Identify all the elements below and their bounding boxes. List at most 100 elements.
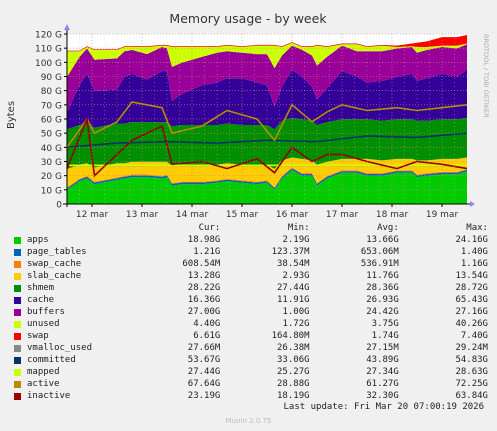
- legend-swatch: [14, 380, 21, 388]
- y-axis-label: Bytes: [6, 101, 17, 129]
- x-axis-ticks: 12 mar 13 mar 14 mar 15 mar 16 mar 17 mar 18 m…: [76, 201, 475, 220]
- legend-swatch: [14, 284, 21, 292]
- legend-name: buffers: [27, 307, 65, 317]
- y-tick-label: 80 G: [41, 87, 62, 97]
- legend-name: page_tables: [27, 247, 87, 257]
- x-tick-label: 15 mar: [226, 210, 259, 220]
- legend-min: 38.54M: [277, 259, 310, 269]
- y-tick-label: 70 G: [41, 101, 62, 111]
- legend-header-min: Min:: [287, 223, 310, 233]
- legend-cur: 27.66M: [187, 343, 221, 353]
- legend-max: 63.84G: [455, 391, 488, 401]
- y-axis-ticks: 0 10 G 20 G 30 G 40 G 50 G 60 G 70 G 80 G 90 G 100…: [35, 24, 70, 211]
- legend-name: slab_cache: [27, 271, 82, 281]
- legend-row-slab_cache: slab_cache 13.28G 2.93G 11.76G 13.54G: [14, 270, 488, 282]
- chart-title: Memory usage - by week: [169, 11, 327, 26]
- line-committed: [66, 132, 468, 149]
- legend-table: Cur: Min: Avg: Max: apps 18.98G 2.19G 13.66…: [14, 222, 488, 402]
- legend-swatch: [14, 260, 21, 268]
- legend-cur: 13.28G: [187, 271, 221, 281]
- legend-max: 1.40G: [460, 247, 488, 257]
- legend-swatch: [14, 344, 21, 352]
- legend-name: unused: [27, 319, 60, 329]
- legend-avg: 43.89G: [366, 355, 399, 365]
- munin-version-text: Munin 2.0.75: [225, 417, 272, 425]
- y-tick-label: 60 G: [41, 116, 62, 126]
- legend-min: 2.19G: [282, 235, 310, 245]
- legend-name: shmem: [27, 283, 55, 293]
- legend-name: swap: [27, 331, 49, 341]
- last-update-text: Last update: Fri Mar 20 07:00:19 2026: [283, 402, 484, 412]
- legend-row-page_tables: page_tables 1.21G 123.37M 653.06M 1.40G: [14, 246, 488, 258]
- legend-max: 7.40G: [460, 331, 488, 341]
- legend-avg: 13.66G: [366, 235, 399, 245]
- y-tick-label: 40 G: [41, 144, 62, 154]
- legend-max: 54.83G: [455, 355, 488, 365]
- legend-cur: 608.54M: [182, 259, 221, 269]
- legend-swatch: [14, 320, 21, 328]
- rrdtool-side-label: RRDTOOL / TOBI OETIKER: [482, 34, 490, 118]
- line-series: [66, 101, 468, 178]
- legend-avg: 653.06M: [360, 247, 399, 257]
- legend-swatch: [14, 332, 21, 340]
- legend-max: 24.16G: [455, 235, 488, 245]
- legend-min: 27.44G: [277, 283, 310, 293]
- area-unused: [67, 42, 467, 77]
- legend-max: 1.16G: [460, 259, 488, 269]
- y-tick-label: 110 G: [35, 45, 62, 55]
- legend-header-max: Max:: [466, 223, 488, 233]
- legend-name: cache: [27, 295, 55, 305]
- y-tick-label: 20 G: [41, 172, 62, 182]
- grid-lines: [67, 33, 467, 204]
- line-active: [66, 101, 468, 148]
- legend-min: 28.88G: [277, 379, 310, 389]
- legend-header-cur: Cur:: [198, 223, 221, 233]
- legend-header: Cur: Min: Avg: Max:: [14, 222, 488, 234]
- legend-max: 72.25G: [455, 379, 488, 389]
- legend-min: 1.00G: [282, 307, 310, 317]
- legend-header-avg: Avg:: [377, 223, 399, 233]
- legend-swatch: [14, 296, 21, 304]
- x-tick-label: 19 mar: [426, 210, 459, 220]
- legend-swatch: [14, 392, 21, 400]
- legend-cur: 1.21G: [193, 247, 221, 257]
- legend-avg: 3.75G: [371, 319, 399, 329]
- legend-row-cache: cache 16.36G 11.91G 26.93G 65.43G: [14, 294, 488, 306]
- y-tick-label: 120 G: [35, 31, 62, 41]
- legend-row-buffers: buffers 27.00G 1.00G 24.42G 27.16G: [14, 306, 488, 318]
- legend-name: apps: [27, 235, 49, 245]
- legend-row-apps: apps 18.98G 2.19G 13.66G 24.16G: [14, 234, 488, 246]
- legend-cur: 16.36G: [187, 295, 221, 305]
- legend-swatch: [14, 272, 21, 280]
- legend-row-swap: swap 6.61G 164.80M 1.74G 7.40G: [14, 330, 488, 342]
- legend-avg: 32.30G: [366, 391, 399, 401]
- legend-cur: 23.19G: [187, 391, 221, 401]
- legend-min: 25.27G: [277, 367, 310, 377]
- x-tick-label: 13 mar: [126, 210, 159, 220]
- legend-swatch: [14, 308, 21, 316]
- legend-avg: 24.42G: [366, 307, 399, 317]
- legend-row-mapped: mapped 27.44G 25.27G 27.34G 28.63G: [14, 366, 488, 378]
- x-tick-label: 18 mar: [376, 210, 409, 220]
- legend-swatch: [14, 248, 21, 256]
- legend-cur: 18.98G: [187, 235, 221, 245]
- legend-min: 1.72G: [282, 319, 310, 329]
- legend-row-vmalloc_used: vmalloc_used 27.66M 26.38M 27.15M 29.24M: [14, 342, 488, 354]
- legend-name: mapped: [27, 367, 60, 377]
- legend-min: 33.06G: [277, 355, 310, 365]
- x-axis-arrow: [470, 201, 475, 207]
- y-tick-label: 0: [56, 201, 62, 211]
- x-tick-label: 17 mar: [326, 210, 359, 220]
- legend-max: 28.72G: [455, 283, 488, 293]
- legend-avg: 11.76G: [366, 271, 399, 281]
- legend-max: 13.54G: [455, 271, 488, 281]
- legend-min: 2.93G: [282, 271, 310, 281]
- legend-row-inactive: inactive 23.19G 18.19G 32.30G 63.84G: [14, 390, 488, 402]
- legend-row-unused: unused 4.40G 1.72G 3.75G 40.26G: [14, 318, 488, 330]
- y-tick-label: 30 G: [41, 158, 62, 168]
- y-axis-arrow: [64, 24, 70, 30]
- legend-name: inactive: [27, 391, 71, 401]
- legend-min: 164.80M: [271, 331, 310, 341]
- legend-swatch: [14, 236, 21, 244]
